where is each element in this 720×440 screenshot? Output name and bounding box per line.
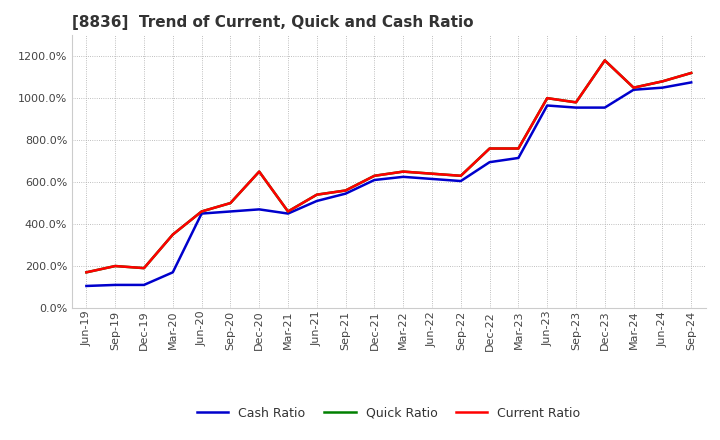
Cash Ratio bbox=[226, 209, 235, 214]
Text: [8836]  Trend of Current, Quick and Cash Ratio: [8836] Trend of Current, Quick and Cash … bbox=[72, 15, 474, 30]
Quick Ratio bbox=[82, 270, 91, 275]
Current Ratio bbox=[197, 209, 206, 214]
Cash Ratio bbox=[687, 80, 696, 85]
Current Ratio bbox=[428, 171, 436, 176]
Current Ratio bbox=[255, 169, 264, 174]
Quick Ratio bbox=[284, 209, 292, 214]
Current Ratio bbox=[111, 264, 120, 269]
Current Ratio bbox=[399, 169, 408, 174]
Cash Ratio bbox=[341, 191, 350, 196]
Current Ratio bbox=[629, 85, 638, 90]
Current Ratio bbox=[543, 95, 552, 101]
Quick Ratio bbox=[428, 171, 436, 176]
Cash Ratio bbox=[514, 155, 523, 161]
Cash Ratio bbox=[572, 105, 580, 110]
Current Ratio bbox=[226, 201, 235, 206]
Quick Ratio bbox=[140, 265, 148, 271]
Quick Ratio bbox=[600, 58, 609, 63]
Quick Ratio bbox=[629, 85, 638, 90]
Quick Ratio bbox=[226, 201, 235, 206]
Cash Ratio bbox=[284, 211, 292, 216]
Current Ratio bbox=[687, 70, 696, 76]
Quick Ratio bbox=[111, 264, 120, 269]
Cash Ratio bbox=[140, 282, 148, 288]
Current Ratio bbox=[82, 270, 91, 275]
Cash Ratio bbox=[629, 87, 638, 92]
Quick Ratio bbox=[255, 169, 264, 174]
Cash Ratio bbox=[197, 211, 206, 216]
Current Ratio bbox=[600, 58, 609, 63]
Cash Ratio bbox=[658, 85, 667, 90]
Quick Ratio bbox=[399, 169, 408, 174]
Quick Ratio bbox=[543, 95, 552, 101]
Current Ratio bbox=[168, 232, 177, 237]
Cash Ratio bbox=[111, 282, 120, 288]
Line: Current Ratio: Current Ratio bbox=[86, 60, 691, 272]
Current Ratio bbox=[658, 79, 667, 84]
Current Ratio bbox=[456, 173, 465, 179]
Quick Ratio bbox=[341, 188, 350, 193]
Quick Ratio bbox=[687, 70, 696, 76]
Quick Ratio bbox=[456, 173, 465, 179]
Quick Ratio bbox=[312, 192, 321, 197]
Current Ratio bbox=[140, 265, 148, 271]
Cash Ratio bbox=[82, 283, 91, 289]
Quick Ratio bbox=[514, 146, 523, 151]
Cash Ratio bbox=[312, 198, 321, 204]
Cash Ratio bbox=[168, 270, 177, 275]
Quick Ratio bbox=[572, 100, 580, 105]
Current Ratio bbox=[572, 100, 580, 105]
Quick Ratio bbox=[658, 79, 667, 84]
Current Ratio bbox=[341, 188, 350, 193]
Cash Ratio bbox=[428, 176, 436, 182]
Current Ratio bbox=[370, 173, 379, 179]
Cash Ratio bbox=[370, 177, 379, 183]
Quick Ratio bbox=[168, 232, 177, 237]
Current Ratio bbox=[485, 146, 494, 151]
Cash Ratio bbox=[255, 207, 264, 212]
Quick Ratio bbox=[370, 173, 379, 179]
Line: Quick Ratio: Quick Ratio bbox=[86, 60, 691, 272]
Legend: Cash Ratio, Quick Ratio, Current Ratio: Cash Ratio, Quick Ratio, Current Ratio bbox=[192, 402, 585, 425]
Cash Ratio bbox=[485, 160, 494, 165]
Cash Ratio bbox=[399, 174, 408, 180]
Cash Ratio bbox=[456, 178, 465, 183]
Cash Ratio bbox=[600, 105, 609, 110]
Current Ratio bbox=[514, 146, 523, 151]
Quick Ratio bbox=[485, 146, 494, 151]
Current Ratio bbox=[284, 209, 292, 214]
Quick Ratio bbox=[197, 209, 206, 214]
Current Ratio bbox=[312, 192, 321, 197]
Cash Ratio bbox=[543, 103, 552, 108]
Line: Cash Ratio: Cash Ratio bbox=[86, 82, 691, 286]
